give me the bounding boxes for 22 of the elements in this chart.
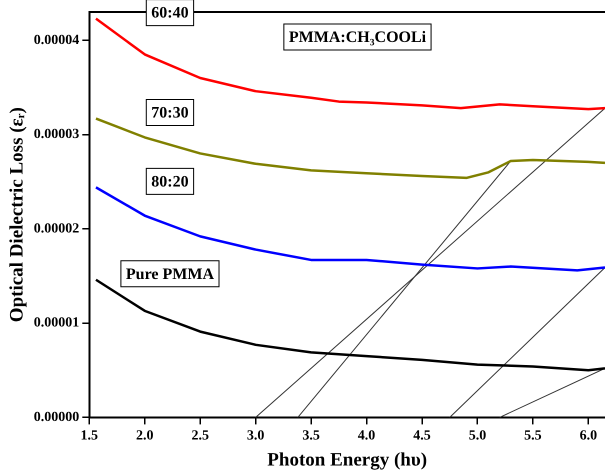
y-tick-label: 0.00001: [34, 316, 80, 331]
x-tick-label: 5.0: [468, 428, 486, 444]
x-tick-label: 5.5: [524, 428, 542, 444]
x-tick-label: 2.0: [136, 428, 154, 444]
x-tick-label: 1.5: [80, 428, 98, 444]
x-tick-label: 3.0: [246, 428, 264, 444]
series-label: 80:20: [151, 174, 189, 190]
x-tick-label: 4.5: [413, 428, 431, 444]
y-tick-label: 0.00000: [34, 410, 80, 426]
x-tick-label: 4.0: [358, 428, 376, 444]
series-label: 60:40: [151, 4, 189, 22]
y-tick-label: 0.00004: [34, 32, 80, 48]
x-axis-title: Photon Energy (hυ): [267, 450, 428, 471]
series-label: Pure PMMA: [126, 266, 214, 283]
series-label: 70:30: [151, 104, 189, 122]
x-tick-label: 6.0: [580, 428, 598, 444]
y-tick-label: 0.00002: [34, 221, 80, 236]
y-axis-title: Optical Dielectric Loss (εᵣ): [6, 107, 28, 322]
x-tick-label: 3.5: [302, 428, 320, 444]
text: PMMA:CH₃COOLi: [288, 29, 427, 46]
y-tick-label: 0.00003: [34, 127, 80, 142]
x-tick-label: 2.5: [191, 428, 209, 444]
